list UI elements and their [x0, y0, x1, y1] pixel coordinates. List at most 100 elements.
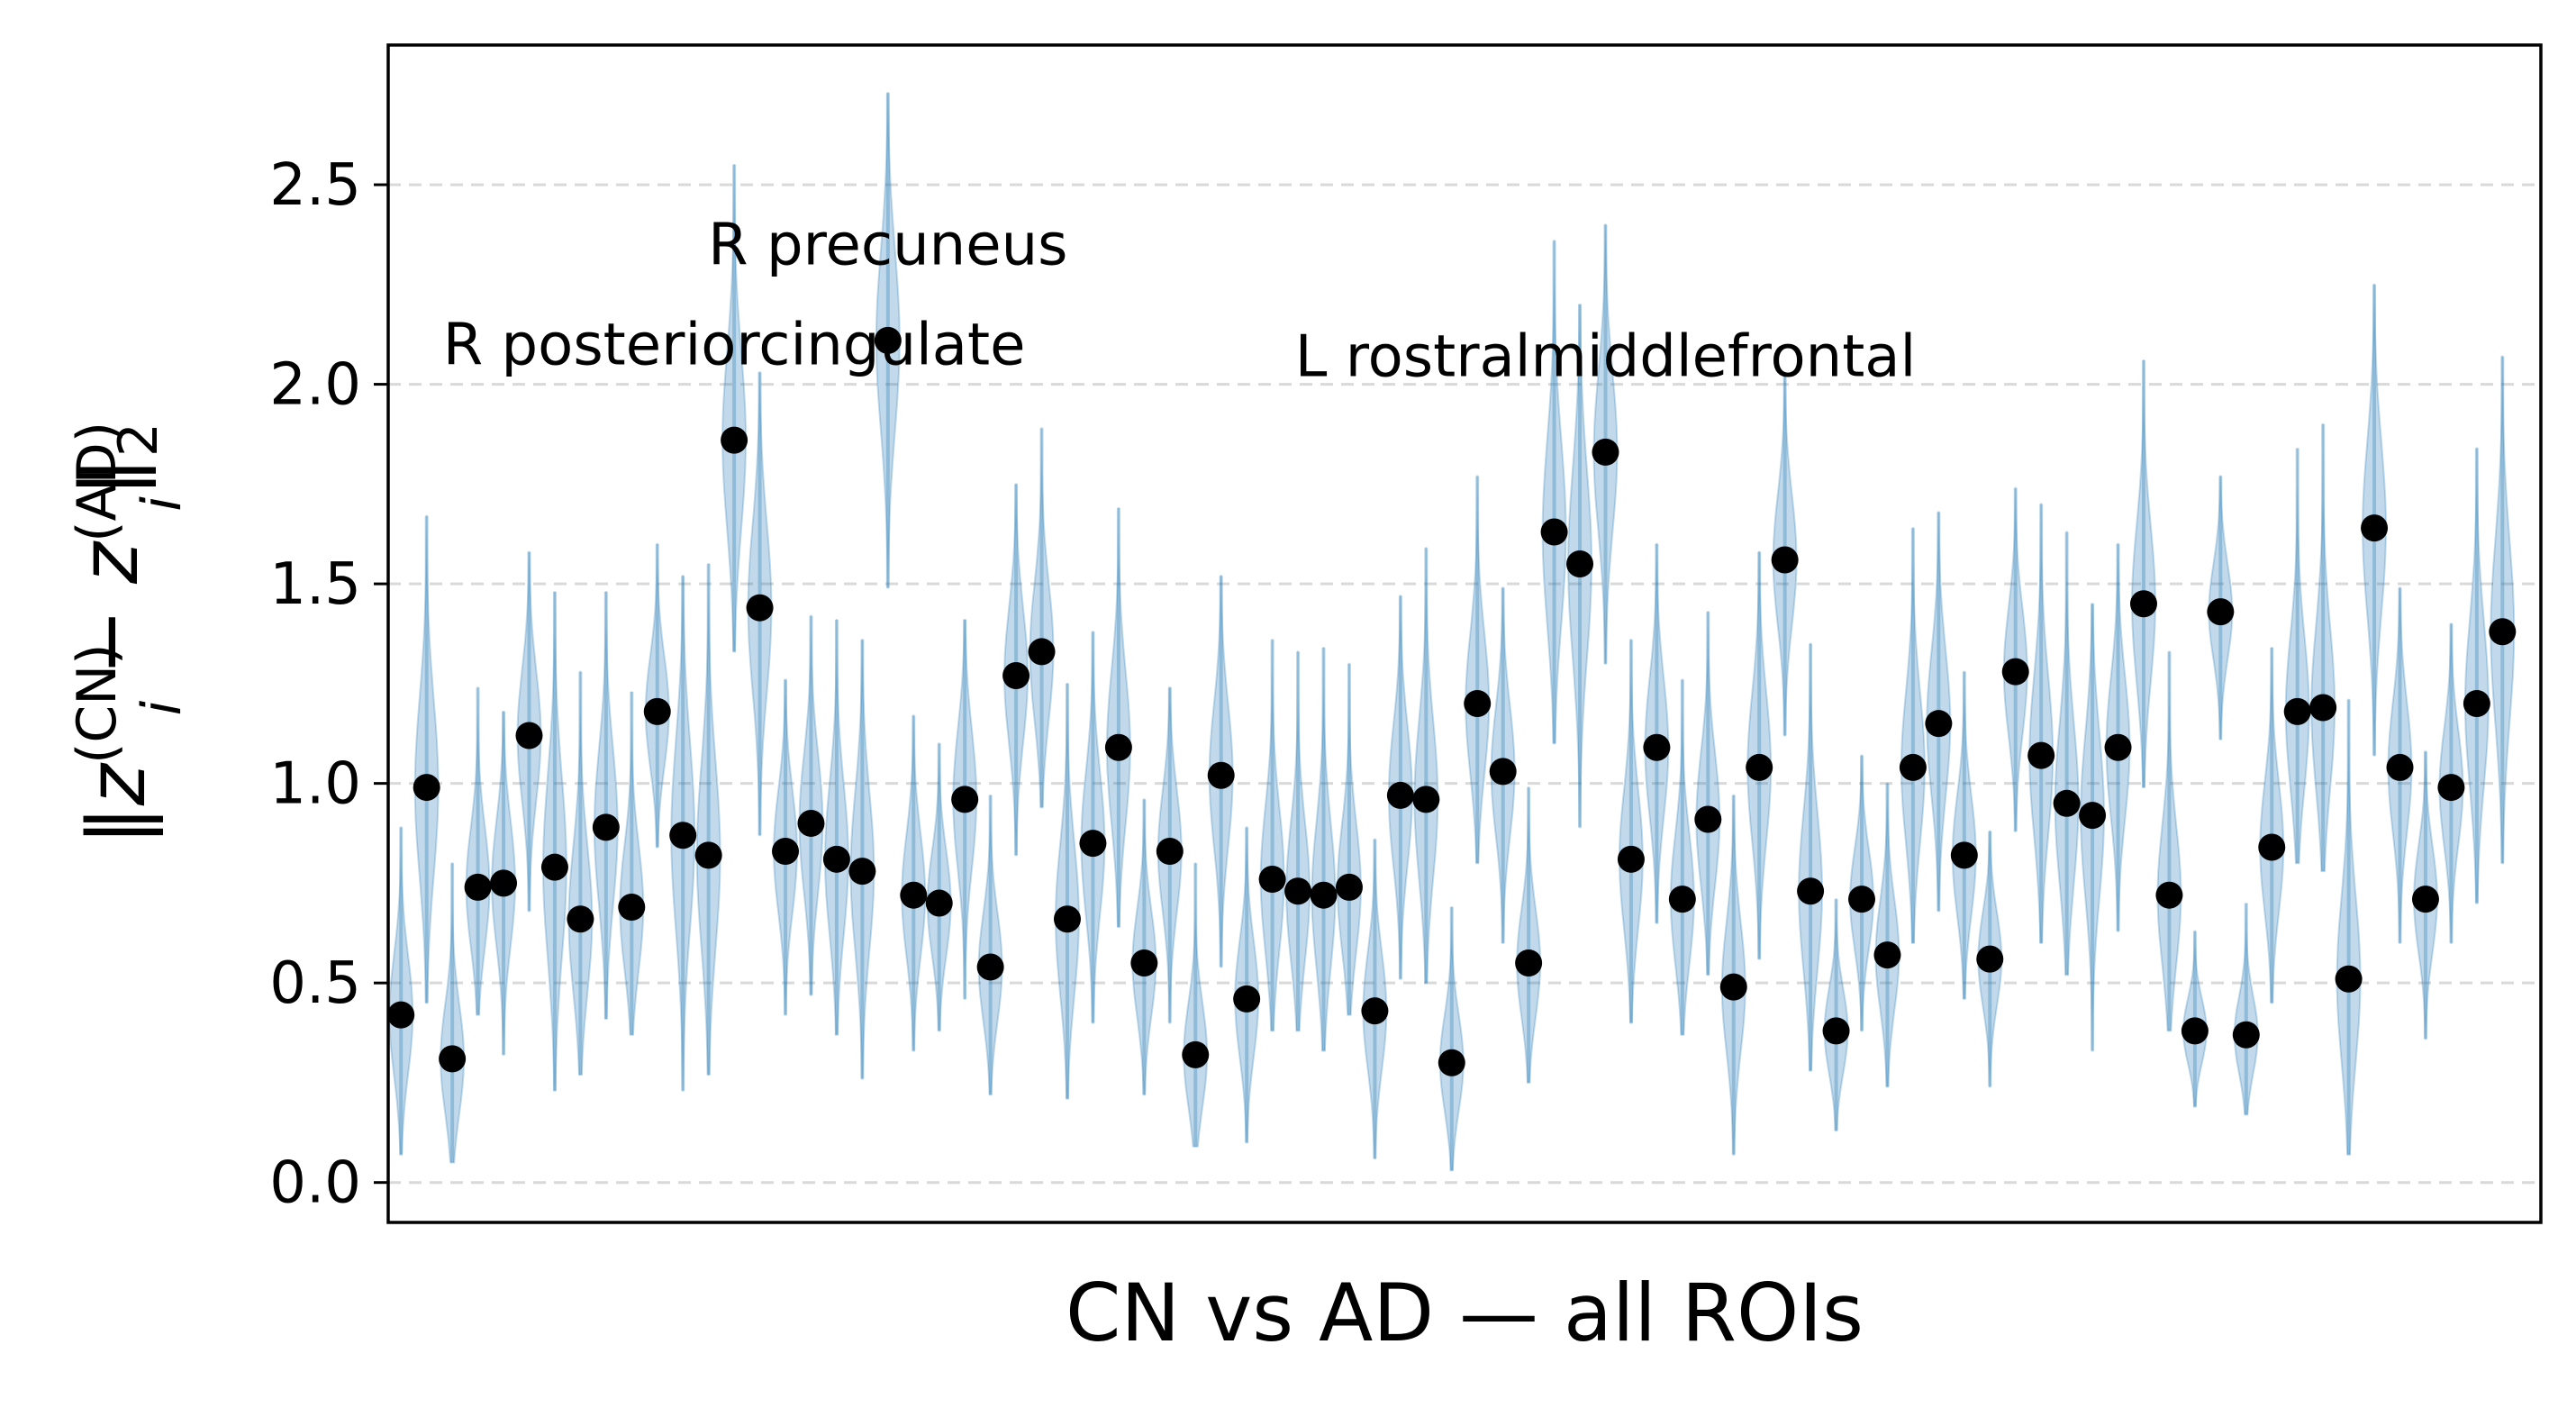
- violin-body: [1054, 682, 1080, 1100]
- data-point: [2001, 658, 2029, 686]
- data-point: [2437, 774, 2465, 802]
- data-point: [746, 594, 774, 622]
- violin-body: [465, 686, 491, 1016]
- violin-body: [541, 591, 567, 1092]
- data-point: [515, 722, 543, 749]
- violin-body: [1285, 650, 1311, 1032]
- data-point: [1310, 881, 1338, 909]
- violin-body: [2054, 531, 2080, 977]
- data-point: [1771, 546, 1799, 574]
- y-tick-label: 1.0: [269, 751, 361, 818]
- data-point: [2361, 514, 2389, 542]
- data-point: [1130, 949, 1158, 977]
- data-point: [1950, 841, 1978, 869]
- data-point: [1873, 941, 1901, 969]
- data-point: [2335, 965, 2363, 993]
- violin-body: [2233, 903, 2259, 1116]
- violin-body: [2028, 503, 2054, 944]
- annotation-label: R precuneus: [708, 213, 1067, 279]
- violin-body: [1131, 798, 1157, 1096]
- violin-body: [926, 742, 952, 1032]
- data-point: [2411, 886, 2439, 913]
- y-tick-label: 2.5: [269, 152, 361, 219]
- violin-body: [2463, 447, 2490, 904]
- violin-body: [1516, 786, 1542, 1084]
- violin-body: [977, 794, 1003, 1096]
- data-point: [1386, 781, 1414, 809]
- violin-body: [593, 591, 619, 1020]
- y-tick-label: 2.0: [269, 352, 361, 419]
- data-point: [1719, 973, 1747, 1001]
- data-point: [874, 326, 902, 354]
- violin-body: [567, 670, 594, 1076]
- data-point: [925, 889, 953, 917]
- annotation-label: R posteriorcingulate: [443, 312, 1026, 378]
- grid-layer: [388, 183, 2541, 1185]
- violin-body: [413, 514, 440, 1004]
- x-axis-title: CN vs AD — all ROIs: [1066, 1267, 1864, 1359]
- violin-body: [388, 826, 414, 1156]
- y-axis-ticks: 0.0 0.5 1.0 1.5 2.0 2.5: [269, 152, 388, 1217]
- data-point: [413, 774, 440, 802]
- data-point: [2207, 598, 2235, 626]
- y-axis-title-part: ‖z: [70, 762, 164, 845]
- data-point: [2104, 733, 2132, 761]
- violin-body: [1669, 678, 1695, 1036]
- violin-body: [1234, 826, 1260, 1144]
- data-point: [797, 809, 825, 837]
- data-point: [2258, 833, 2286, 861]
- violin-body: [1413, 547, 1439, 985]
- data-point: [1207, 761, 1235, 789]
- violin-body: [1105, 506, 1131, 929]
- y-axis-title-part: − z: [63, 540, 156, 701]
- violin-body: [823, 619, 849, 1036]
- data-point: [1489, 758, 1517, 786]
- violin-body: [1951, 670, 1977, 1000]
- data-point: [951, 786, 979, 813]
- data-point: [1028, 638, 1056, 666]
- violin-body: [2284, 448, 2310, 865]
- y-axis-title: ‖z(CN)i − z(AD)i‖2: [63, 422, 194, 845]
- data-point: [694, 841, 722, 869]
- data-point: [2129, 590, 2157, 618]
- data-point: [1284, 877, 1312, 905]
- data-point: [669, 822, 697, 849]
- data-point: [439, 1045, 467, 1073]
- data-point: [464, 873, 492, 901]
- y-axis-title-part: (AD): [66, 422, 129, 542]
- data-point: [2181, 1017, 2209, 1045]
- data-point: [900, 881, 928, 909]
- violin-body: [1900, 527, 1926, 944]
- data-point: [1566, 550, 1594, 577]
- data-point: [643, 697, 671, 725]
- data-point: [1053, 905, 1081, 933]
- y-tick-label: 0.0: [269, 1150, 361, 1217]
- violin-body: [644, 542, 670, 849]
- point-layer: [387, 326, 2517, 1076]
- data-point: [976, 953, 1004, 981]
- data-point: [618, 893, 646, 921]
- violin-body: [1644, 542, 1670, 924]
- data-point: [1438, 1049, 1465, 1076]
- violin-body: [2130, 359, 2157, 789]
- data-point: [772, 837, 800, 865]
- violin-body: [1874, 782, 1900, 1088]
- data-point: [1182, 1040, 1210, 1068]
- data-point: [1079, 830, 1107, 858]
- violin-body: [1080, 631, 1106, 1024]
- data-point: [1668, 886, 1696, 913]
- y-axis-title-part: ‖: [63, 457, 157, 496]
- violin-body: [2490, 355, 2516, 865]
- data-point: [2463, 690, 2490, 718]
- data-point: [567, 905, 594, 933]
- y-axis-title-part: i: [131, 700, 194, 715]
- data-point: [1848, 886, 1876, 913]
- y-tick-label: 1.5: [269, 551, 361, 618]
- annotation-layer: R posteriorcingulate R precuneus L rostral…: [443, 213, 1917, 391]
- data-point: [1233, 985, 1261, 1013]
- violin-body: [1823, 898, 1849, 1132]
- violin-body: [1695, 611, 1721, 977]
- data-point: [2283, 697, 2311, 725]
- violin-body: [2336, 698, 2362, 1156]
- y-axis-title-part: (CN): [66, 643, 129, 764]
